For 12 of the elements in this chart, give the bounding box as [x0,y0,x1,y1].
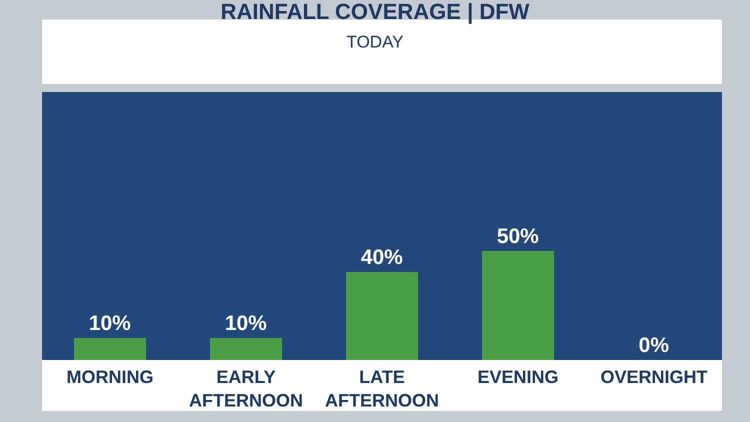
x-tick-label: EARLY AFTERNOON [189,367,303,410]
data-label: 10% [88,312,132,335]
chart-subtitle: TODAY [346,32,404,52]
x-tick-label: MORNING [66,367,154,387]
x-tick-label: LATE AFTERNOON [325,367,439,410]
chart-title: RAINFALL COVERAGE | DFW [220,0,530,24]
data-label: 40% [360,246,404,269]
data-label: 10% [224,312,268,335]
x-tick-label: OVERNIGHT [600,367,708,387]
data-label: 50% [496,225,540,248]
data-label: 0% [638,334,670,357]
x-tick-label: EVENING [477,367,559,387]
